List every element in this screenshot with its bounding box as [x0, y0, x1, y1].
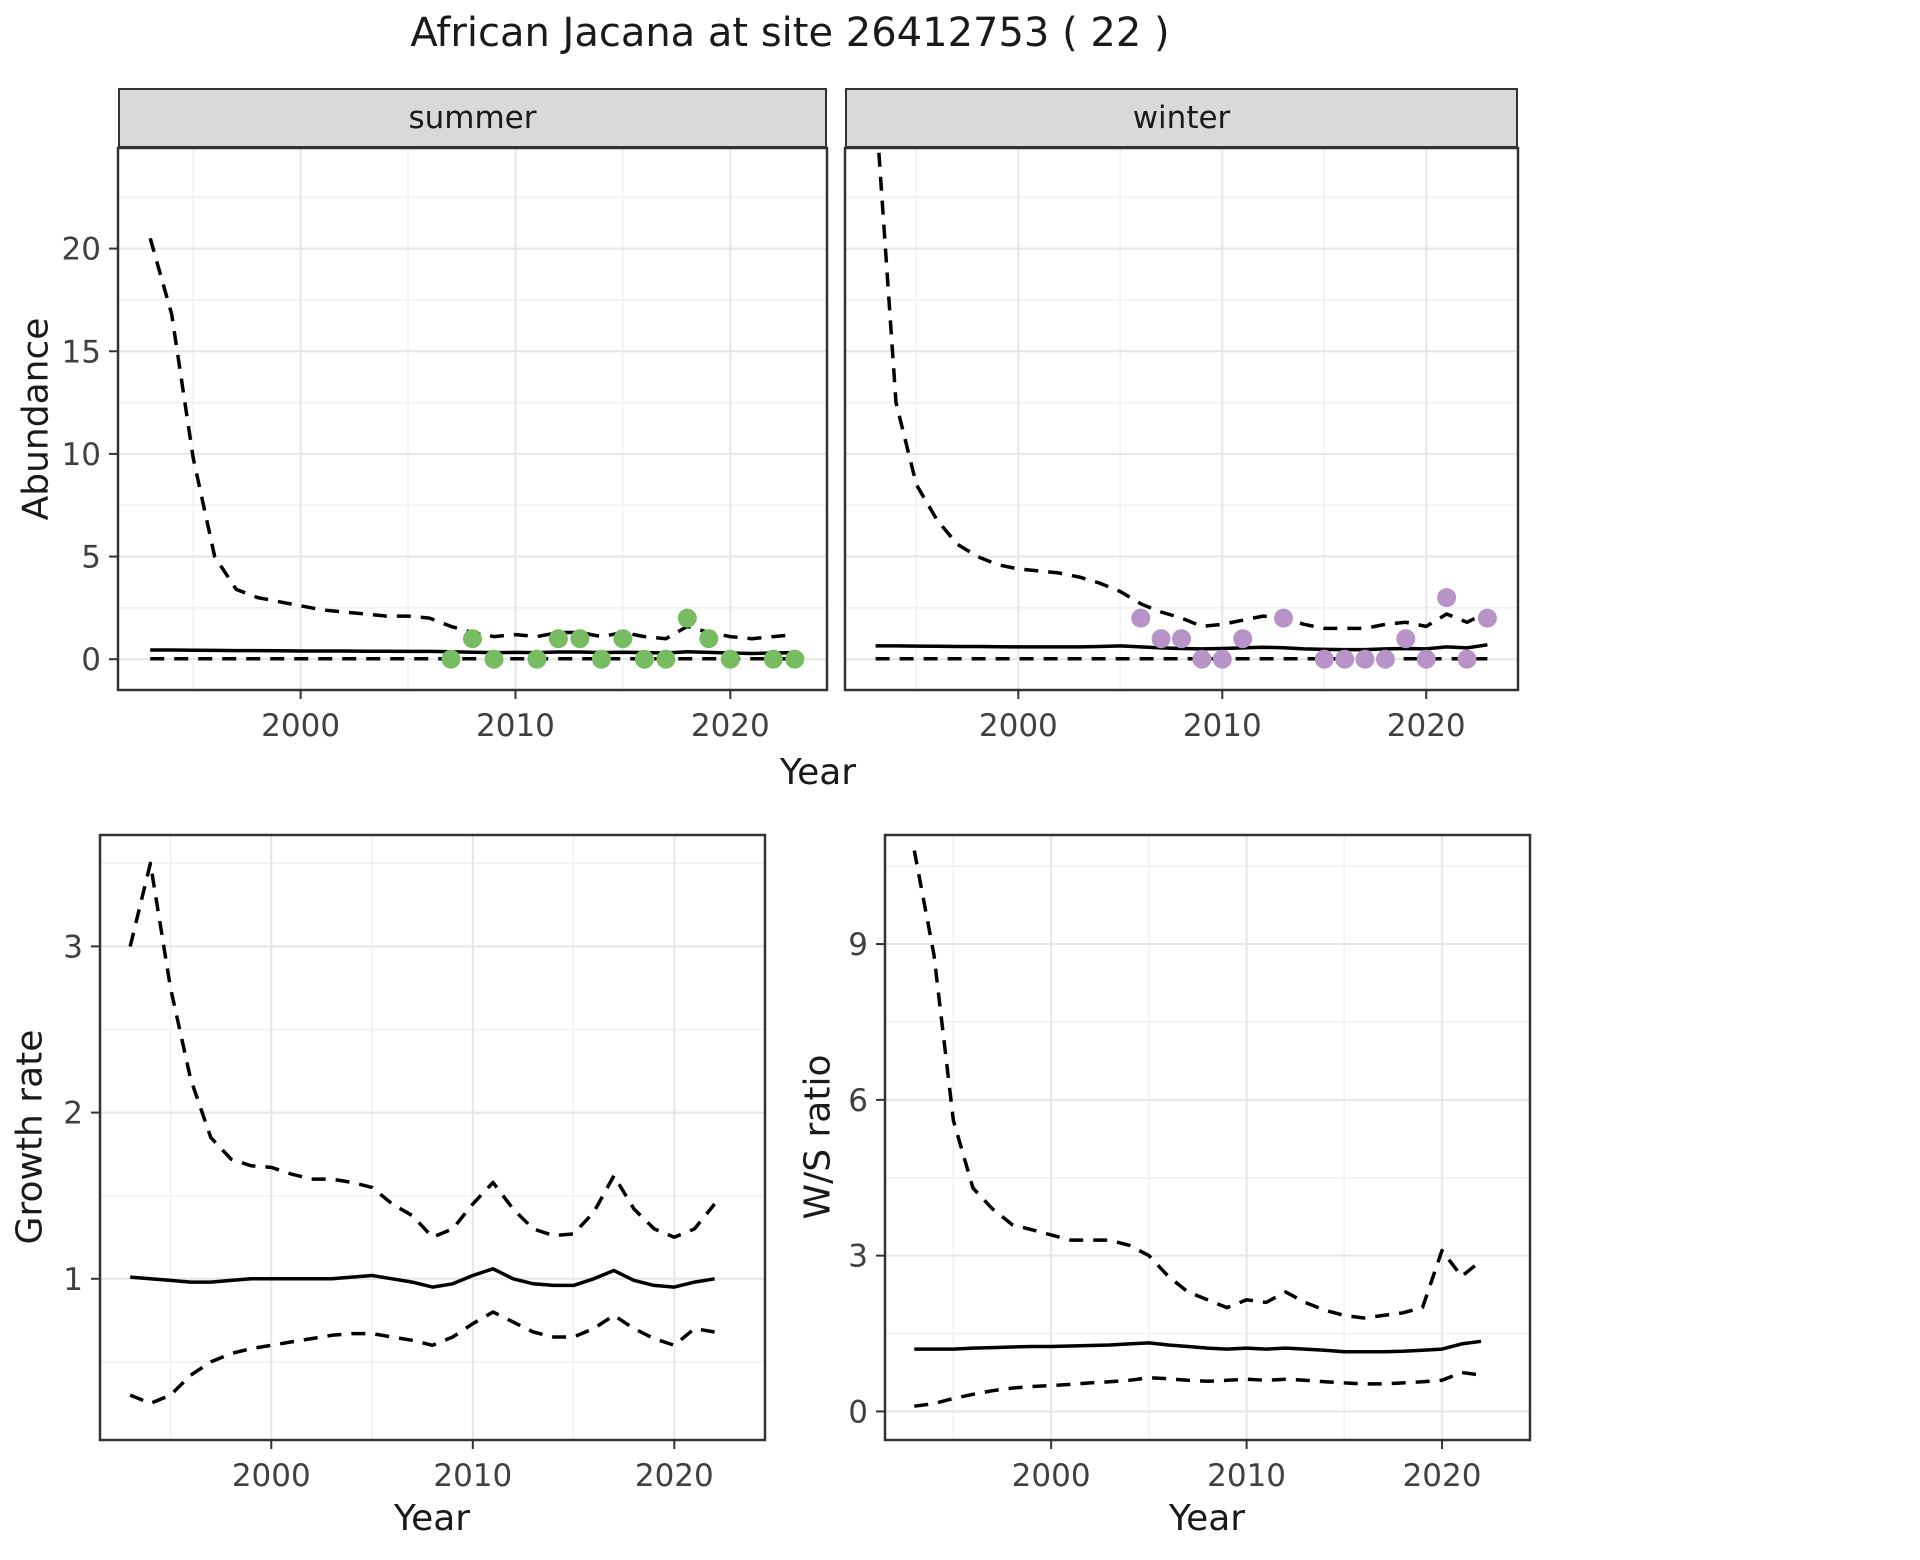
y-tick-label: 0	[81, 642, 101, 678]
panel-border	[843, 146, 1520, 692]
panel-border	[116, 146, 829, 692]
chart-svg-growth: 2000 2010 2020 1 2 3	[63, 833, 767, 1494]
x-tick-label: 2000	[979, 708, 1058, 744]
x-tick-label: 2010	[1183, 708, 1262, 744]
series-median	[150, 648, 795, 656]
data-point	[1212, 649, 1232, 669]
y-tick-label: 6	[848, 1083, 868, 1119]
x-tick-label: 2010	[476, 708, 555, 744]
panel-summer: 2000 2010 2020 0 5 10 15 20	[62, 146, 829, 744]
x-axis-title-top: Year	[779, 752, 857, 793]
data-point	[1477, 608, 1497, 628]
facet-strip-label-summer: summer	[408, 100, 537, 136]
x-tick-label: 2020	[635, 1458, 714, 1494]
data-point	[570, 629, 590, 649]
data-point	[591, 649, 611, 669]
data-point	[1416, 649, 1436, 669]
panel-bg	[845, 148, 1518, 690]
panel-border	[883, 833, 1532, 1442]
y-axis-title-abundance: Abundance	[15, 317, 57, 521]
data-point	[763, 649, 783, 669]
data-point	[1151, 629, 1171, 649]
y-axis-title-growth: Growth rate	[9, 1029, 51, 1245]
facet-strip-summer: summer	[118, 88, 827, 148]
panel-growth: 2000 2010 2020 1 2 3	[63, 833, 767, 1494]
y-tick-label: 2	[63, 1096, 83, 1132]
data-point	[1375, 649, 1395, 669]
panel-bg	[100, 835, 765, 1440]
series-median	[130, 1267, 715, 1289]
data-point	[548, 629, 568, 649]
data-point	[1192, 649, 1212, 669]
series-upper_ci	[128, 861, 716, 1239]
chart-title: African Jacana at site 26412753 ( 22 )	[410, 10, 1170, 56]
y-tick-label: 3	[63, 929, 83, 965]
y-tick-label: 15	[62, 334, 101, 370]
data-point	[1335, 649, 1355, 669]
y-tick-label: 0	[848, 1394, 868, 1430]
data-point	[1131, 608, 1151, 628]
x-tick-label: 2020	[1387, 708, 1466, 744]
panel-bg	[885, 835, 1530, 1440]
x-tick-label: 2010	[1207, 1458, 1286, 1494]
data-point	[1314, 649, 1334, 669]
data-point	[656, 649, 676, 669]
panel-ratio: 2000 2010 2020 0 3 6 9	[848, 833, 1532, 1494]
y-tick-label: 10	[62, 437, 101, 473]
data-point	[785, 649, 805, 669]
data-point	[1396, 629, 1416, 649]
x-tick-label: 2000	[261, 708, 340, 744]
panel-border	[98, 833, 767, 1442]
chart-svg-ratio: 2000 2010 2020 0 3 6 9	[848, 833, 1532, 1494]
data-point	[613, 629, 633, 649]
panel-bg	[118, 148, 827, 690]
series-lower_ci	[914, 1370, 1482, 1408]
y-tick-label: 1	[63, 1262, 83, 1298]
data-point	[699, 629, 719, 649]
data-point	[441, 649, 461, 669]
y-axis-title-ratio: W/S ratio	[797, 1054, 839, 1220]
series-median	[914, 1339, 1482, 1354]
series-median	[875, 643, 1488, 652]
x-axis-title-growth: Year	[393, 1498, 471, 1539]
y-tick-label: 5	[81, 540, 101, 576]
chart-svg-winter: 2000 2010 2020	[843, 146, 1520, 744]
data-point	[1355, 649, 1375, 669]
facet-strip-winter: winter	[845, 88, 1518, 148]
data-point	[1437, 588, 1457, 608]
panel-winter: 2000 2010 2020	[843, 146, 1520, 744]
data-point	[463, 629, 482, 649]
x-axis-title-ratio: Year	[1168, 1498, 1246, 1539]
series-upper_ci	[912, 850, 1483, 1320]
x-tick-label: 2020	[1403, 1458, 1482, 1494]
data-point	[527, 649, 547, 669]
x-tick-label: 2000	[232, 1458, 311, 1494]
x-tick-label: 2000	[1012, 1458, 1091, 1494]
data-point	[1457, 649, 1477, 669]
data-point	[677, 608, 697, 628]
data-point	[1274, 608, 1293, 628]
chart-svg-summer: 2000 2010 2020 0 5 10 15 20	[62, 146, 829, 744]
x-tick-label: 2010	[433, 1458, 512, 1494]
y-tick-label: 20	[62, 232, 101, 268]
y-tick-label: 3	[848, 1239, 868, 1275]
data-point	[1172, 629, 1191, 649]
x-tick-label: 2020	[691, 708, 770, 744]
facet-strip-label-winter: winter	[1132, 100, 1231, 136]
data-point	[720, 649, 740, 669]
data-point	[1233, 629, 1253, 649]
y-tick-label: 9	[848, 927, 868, 963]
data-point	[484, 649, 504, 669]
data-point	[634, 649, 654, 669]
